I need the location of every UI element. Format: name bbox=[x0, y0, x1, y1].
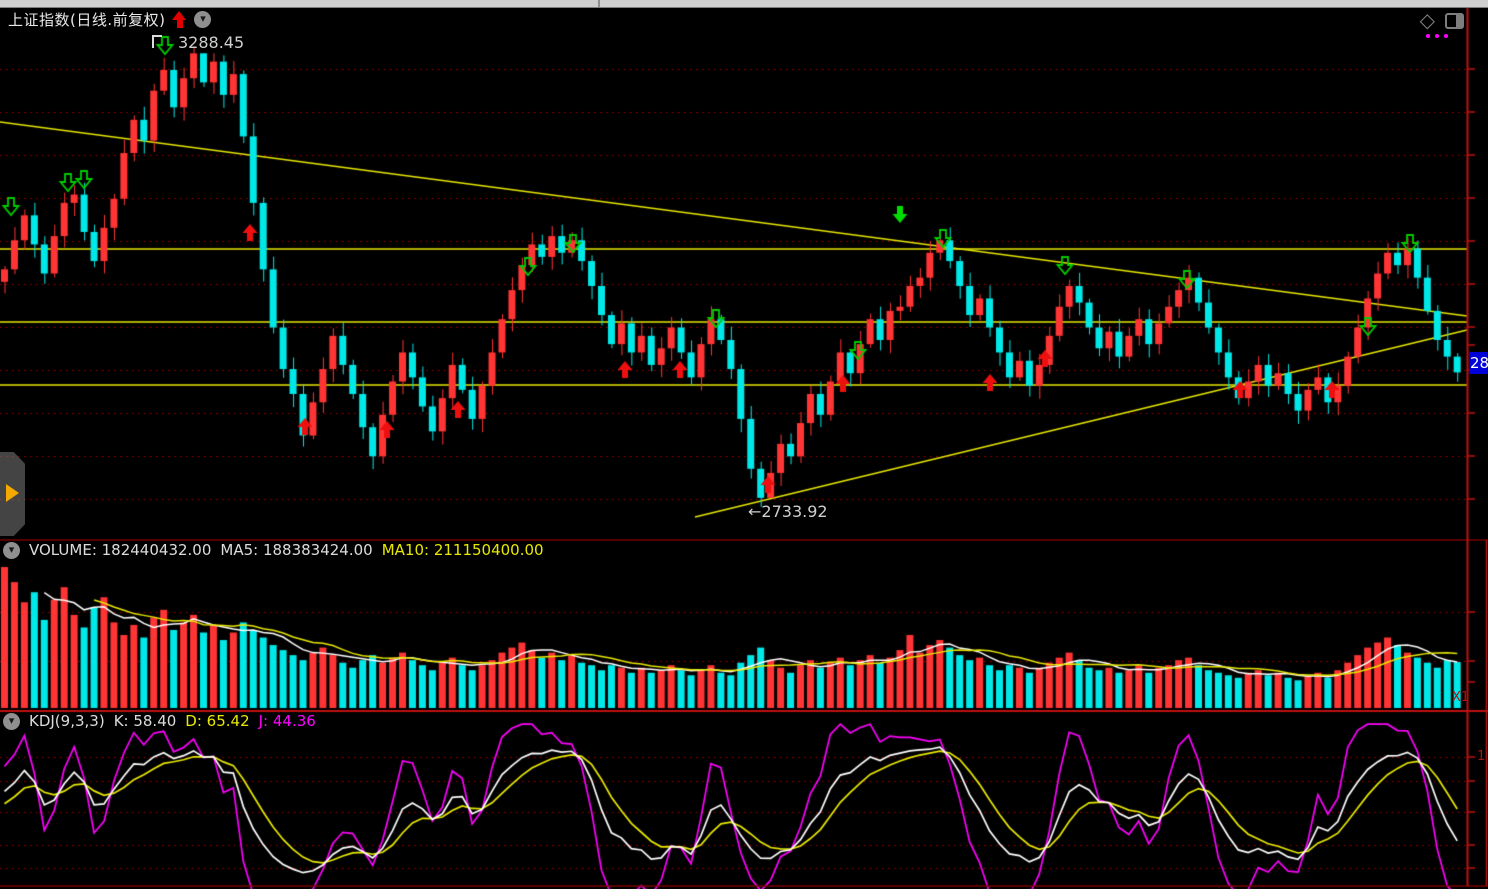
title-right-icons: ◇ bbox=[1420, 10, 1464, 30]
trough-price-label: ←2733.92 bbox=[748, 502, 828, 521]
peak-flag-icon bbox=[152, 35, 162, 48]
collapse-volume-icon[interactable]: ▾ bbox=[3, 541, 20, 559]
kdj-title: KDJ(9,3,3) bbox=[29, 712, 105, 730]
volume-ma10-value: MA10: 211150400.00 bbox=[381, 541, 544, 559]
ellipsis-dots-icon[interactable] bbox=[1426, 34, 1448, 38]
kdj-j-value: J: 44.36 bbox=[258, 712, 316, 730]
title-bar: 上证指数(日线.前复权) ▾ bbox=[8, 9, 212, 30]
kdj-d-value: D: 65.42 bbox=[185, 712, 250, 730]
peak-price-value: 3288.45 bbox=[178, 33, 245, 52]
volume-pane-header: ▾ VOLUME: 182440432.00 MA5: 188383424.00… bbox=[3, 541, 544, 559]
drawer-arrow-icon bbox=[6, 484, 19, 502]
drawer-handle[interactable] bbox=[0, 452, 25, 536]
diamond-icon[interactable]: ◇ bbox=[1419, 8, 1435, 32]
last-price-tag: 28 bbox=[1469, 352, 1488, 374]
volume-ma5-value: MA5: 188383424.00 bbox=[220, 541, 373, 559]
chart-title: 上证指数(日线.前复权) bbox=[8, 11, 166, 29]
volume-value: VOLUME: 182440432.00 bbox=[29, 541, 212, 559]
window-edge-notch bbox=[598, 0, 600, 7]
x1-label: X1 bbox=[1452, 690, 1470, 705]
kdj-k-value: K: 58.40 bbox=[113, 712, 177, 730]
peak-price-label: 3288.45 bbox=[152, 33, 244, 52]
window-edge bbox=[0, 0, 1488, 8]
collapse-kdj-icon[interactable]: ▾ bbox=[3, 712, 20, 730]
collapse-main-icon[interactable]: ▾ bbox=[194, 11, 212, 28]
buy-signal-legend-icon[interactable] bbox=[172, 11, 187, 28]
window-layout-icon[interactable] bbox=[1445, 13, 1464, 29]
kdj-axis-partial-label: 1 bbox=[1477, 749, 1486, 764]
kdj-pane-header: ▾ KDJ(9,3,3) K: 58.40 D: 65.42 J: 44.36 bbox=[3, 712, 316, 730]
